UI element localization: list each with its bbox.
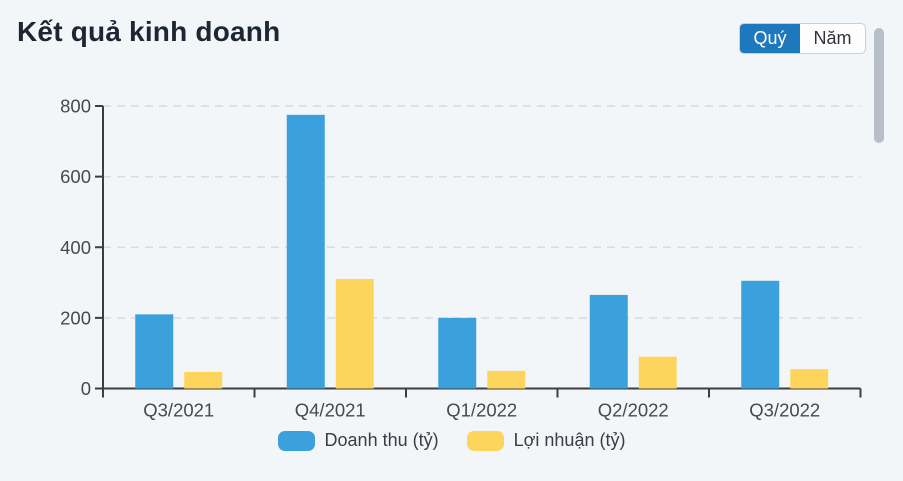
legend-item-profit[interactable]: Lợi nhuận (tỷ) [466, 430, 626, 451]
bar-revenue-Q4-2021[interactable] [286, 114, 325, 389]
toggle-year-button[interactable]: Năm [800, 24, 865, 53]
period-toggle: Quý Năm [739, 23, 866, 54]
y-axis-label: 200 [60, 307, 91, 328]
x-axis-label: Q3/2022 [749, 400, 820, 421]
bar-revenue-Q1-2022[interactable] [438, 317, 477, 389]
bar-profit-Q4-2021[interactable] [335, 279, 374, 389]
legend-item-revenue[interactable]: Doanh thu (tỷ) [277, 430, 439, 451]
chart-legend: Doanh thu (tỷ) Lợi nhuận (tỷ) [0, 430, 903, 451]
vertical-scrollbar-thumb[interactable] [874, 28, 884, 143]
bar-revenue-Q3-2021[interactable] [135, 314, 174, 389]
legend-swatch-profit [466, 430, 504, 451]
y-axis-label: 0 [81, 378, 91, 399]
bar-profit-Q3-2022[interactable] [790, 369, 829, 389]
y-axis-label: 800 [60, 96, 91, 117]
bar-profit-Q2-2022[interactable] [638, 356, 677, 389]
legend-label: Doanh thu (tỷ) [324, 430, 439, 450]
x-axis-label: Q1/2022 [446, 400, 517, 421]
x-axis-label: Q3/2021 [143, 400, 214, 421]
page-title: Kết quả kinh doanh [17, 16, 281, 47]
y-axis-label: 400 [60, 237, 91, 258]
bar-revenue-Q2-2022[interactable] [589, 294, 628, 389]
legend-swatch-revenue [277, 430, 315, 451]
bar-revenue-Q3-2022[interactable] [741, 280, 780, 389]
y-axis-label: 600 [60, 166, 91, 187]
toggle-quarter-button[interactable]: Quý [740, 24, 800, 53]
bar-profit-Q1-2022[interactable] [487, 370, 526, 389]
legend-label: Lợi nhuận (tỷ) [513, 430, 626, 450]
x-axis-label: Q4/2021 [295, 400, 366, 421]
x-axis-label: Q2/2022 [598, 400, 669, 421]
bar-profit-Q3-2021[interactable] [184, 371, 223, 389]
